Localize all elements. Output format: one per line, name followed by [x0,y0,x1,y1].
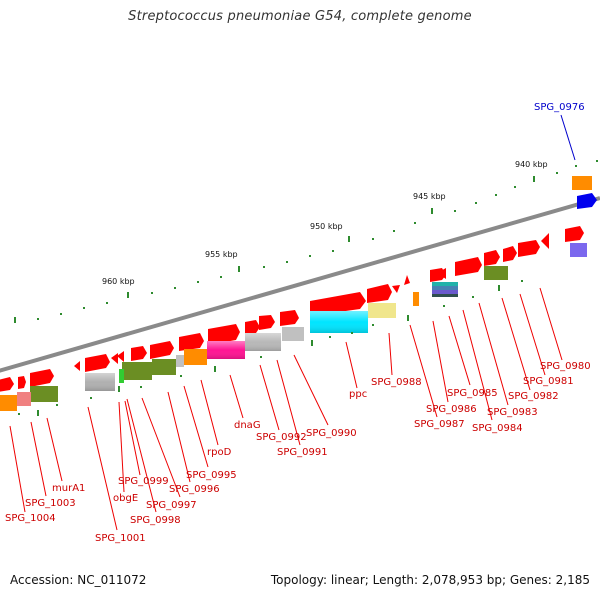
kbp-label-960: 960 kbp [102,277,135,286]
gene-label[interactable]: SPG_1001 [95,533,146,544]
gene-label[interactable]: SPG_0992 [256,432,307,443]
kbp-labels: 940 kbp 945 kbp 950 kbp 955 kbp 960 kbp [102,160,548,286]
gene-label[interactable]: murA1 [52,483,85,494]
gene-arrows [0,226,584,392]
scale-ticks [14,160,598,323]
gene-label[interactable]: ppc [349,389,367,400]
gene-label[interactable]: SPG_0997 [146,500,197,511]
gene-label[interactable]: SPG_0990 [306,428,357,439]
kbp-label-940: 940 kbp [515,160,548,169]
gene-label[interactable]: SPG_0996 [169,484,220,495]
gene-label[interactable]: SPG_0986 [426,404,477,415]
gene-label[interactable]: SPG_0983 [487,407,538,418]
gene-label[interactable]: SPG_0988 [371,377,422,388]
kbp-label-955: 955 kbp [205,250,238,259]
gene-label[interactable]: SPG_0995 [186,470,237,481]
gene-label[interactable]: SPG_1004 [5,513,56,524]
gene-label[interactable]: SPG_0991 [277,447,328,458]
gloss-overlay [85,311,368,391]
map-title: Streptococcus pneumoniae G54, complete g… [128,9,472,24]
leader-lines [9,287,563,531]
kbp-label-945: 945 kbp [413,192,446,201]
gene-label[interactable]: SPG_0980 [540,361,591,372]
gene-label[interactable]: SPG_0981 [523,376,574,387]
gene-label[interactable]: dnaG [234,420,261,431]
gene-label[interactable]: rpoD [207,447,232,458]
lower-ticks [18,280,523,416]
genome-backbone [0,196,600,373]
highlight-gene-blue-arrow [577,193,597,209]
kbp-label-950: 950 kbp [310,222,343,231]
gene-label[interactable]: SPG_0982 [508,391,559,402]
gene-label[interactable]: SPG_0985 [447,388,498,399]
gene-label[interactable]: SPG_0984 [472,423,523,434]
gene-label[interactable]: SPG_0987 [414,419,465,430]
highlight-gene-label: SPG_0976 [534,102,585,113]
highlight-gene-orange-feature [572,176,592,190]
gene-label[interactable]: SPG_0999 [118,476,169,487]
gene-label[interactable]: obgE [113,493,138,504]
gene-label[interactable]: SPG_1003 [25,498,76,509]
highlight-gene-leader [560,114,576,161]
highlight-gene-spg-0976[interactable]: SPG_0976 [534,102,597,209]
gene-label[interactable]: SPG_0998 [130,515,181,526]
gene-labels: SPG_0980 SPG_0981 SPG_0982 SPG_0983 SPG_… [5,361,591,544]
genome-summary-text: Topology: linear; Length: 2,078,953 bp; … [270,573,590,587]
accession-text: Accession: NC_011072 [10,573,147,587]
